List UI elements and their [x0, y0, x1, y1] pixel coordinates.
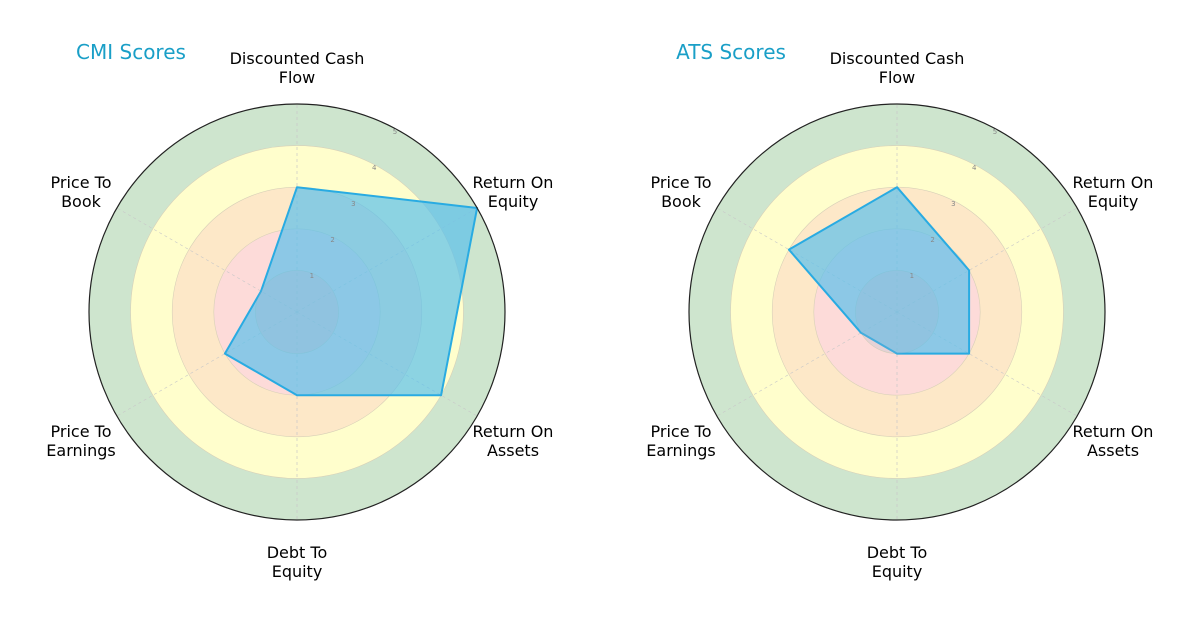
grid-spoke	[716, 311, 898, 417]
axis-label-discounted-cash-flow: Discounted Cash Flow	[830, 49, 965, 87]
radial-tick-label: 1	[310, 272, 314, 280]
axis-label-discounted-cash-flow: Discounted Cash Flow	[230, 49, 365, 87]
radar-chart-cmi: 1 2 3 4 5 Discounted Cash Flow Return On Equity R…	[46, 40, 553, 581]
score-band-1	[855, 270, 939, 354]
axis-label-price-to-book: Price To Book	[651, 173, 712, 211]
chart-title: ATS Scores	[676, 40, 786, 64]
axis-label-return-on-assets: Return On Assets	[1073, 422, 1154, 460]
axis-label-return-on-equity: Return On Equity	[473, 173, 554, 211]
grid-spoke	[896, 207, 1078, 313]
grid-spoke	[116, 207, 298, 313]
score-band-1	[255, 270, 339, 354]
score-polygon	[787, 186, 971, 355]
axis-label-return-on-equity: Return On Equity	[1073, 173, 1154, 211]
radial-tick-label: 5	[993, 128, 997, 136]
grid-ring	[730, 145, 1064, 479]
radial-tick-label: 2	[930, 236, 934, 244]
radar-chart-ats: 1 2 3 4 5 Discounted Cash Flow Return On Equity R…	[646, 40, 1153, 581]
radial-tick-label: 4	[372, 164, 377, 172]
radial-tick-label: 3	[351, 200, 355, 208]
axis-label-price-to-earnings: Price To Earnings	[646, 422, 715, 460]
outer-ring	[88, 103, 506, 521]
radial-tick-label: 5	[393, 128, 397, 136]
axis-label-return-on-assets: Return On Assets	[473, 422, 554, 460]
grid-spoke	[116, 311, 298, 417]
grid-ring	[130, 145, 464, 479]
axis-label-debt-to-equity: Debt To Equity	[867, 543, 928, 581]
chart-title: CMI Scores	[76, 40, 186, 64]
radial-tick-label: 2	[330, 236, 334, 244]
radial-tick-label: 3	[951, 200, 955, 208]
axis-label-debt-to-equity: Debt To Equity	[267, 543, 328, 581]
outer-ring	[688, 103, 1106, 521]
radial-tick-label: 4	[972, 164, 977, 172]
radial-tick-label: 1	[910, 272, 914, 280]
axis-label-price-to-book: Price To Book	[51, 173, 112, 211]
grid-spoke	[896, 311, 1078, 417]
axis-label-price-to-earnings: Price To Earnings	[46, 422, 115, 460]
